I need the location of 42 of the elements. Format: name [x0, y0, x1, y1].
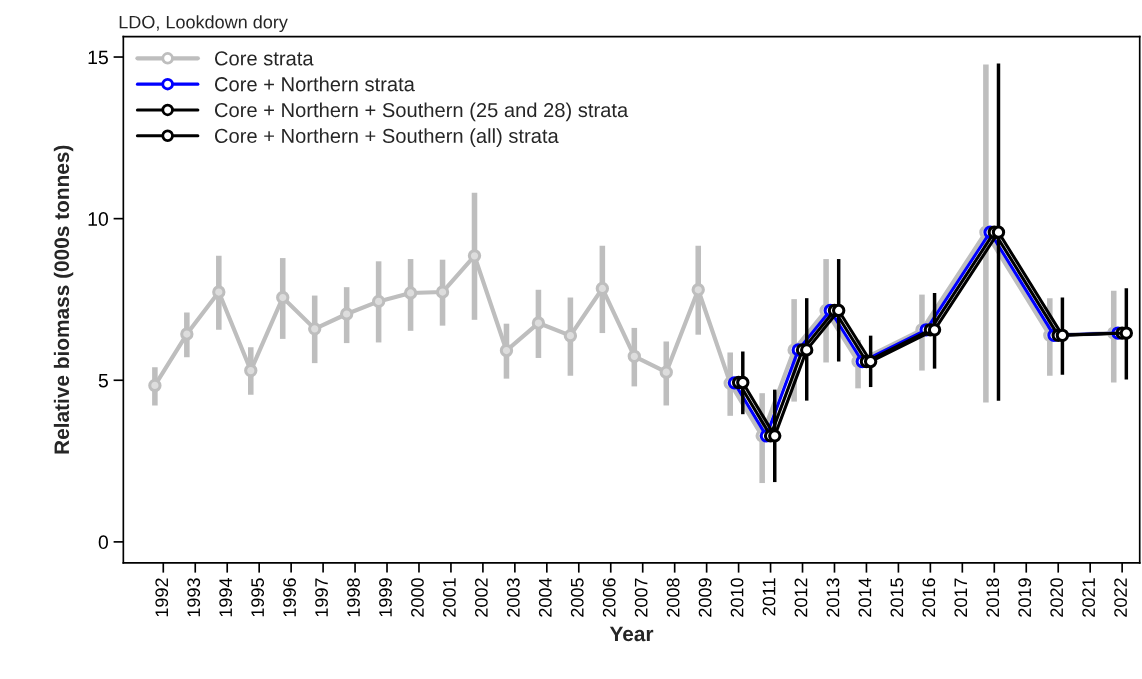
x-tick-label: 2006 [602, 578, 616, 617]
x-tick-label: 2014 [858, 578, 872, 617]
x-axis-title: Year [609, 626, 654, 642]
x-tick-label: 2021 [1082, 578, 1096, 617]
x-tick-label: 1997 [315, 578, 328, 617]
x-tick-label: 2009 [698, 578, 712, 617]
legend-label: Core + Northern + Southern (25 and 28) strata [214, 102, 629, 122]
x-tick-label: 2005 [570, 578, 584, 617]
x-tick-label: 2012 [794, 578, 808, 617]
x-tick-label: 2018 [986, 578, 1000, 617]
x-tick-label: 1992 [155, 578, 169, 617]
y-tick-label: 5 [98, 373, 108, 388]
x-tick-label: 2019 [1018, 578, 1032, 617]
x-tick-label: 1995 [251, 578, 265, 617]
x-tick-label: 2016 [922, 578, 936, 617]
y-axis-title: Relative biomass (000s tonnes) [53, 145, 74, 454]
x-tick-label: 1996 [283, 578, 296, 617]
x-tick-label: 2001 [443, 578, 456, 617]
y-tick-label: 10 [88, 212, 108, 226]
legend-label: Core + Northern strata [214, 76, 415, 92]
x-tick-label: 2004 [538, 578, 552, 617]
x-tick-label: 2003 [506, 578, 520, 617]
x-tick-label: 2000 [411, 578, 424, 617]
x-tick-label: 2010 [730, 578, 744, 617]
x-tick-label: 2017 [954, 578, 968, 617]
y-tick-label: 0 [98, 535, 108, 550]
x-tick-label: 2007 [634, 578, 648, 617]
x-tick-label: 1994 [219, 578, 233, 617]
x-tick-label: 2002 [474, 578, 488, 617]
x-tick-label: 1993 [187, 578, 201, 617]
legend-label: Core + Northern + Southern (all) strata [214, 128, 559, 147]
x-tick-label: 2015 [890, 578, 904, 617]
x-tick-label: 2013 [826, 578, 840, 617]
legend-label: Core strata [214, 51, 314, 66]
y-tick-label: 15 [88, 50, 108, 65]
x-tick-label: 2008 [666, 578, 680, 617]
x-tick-label: 2011 [762, 578, 776, 616]
chart-title: LDO, Lookdown dory [119, 15, 288, 33]
x-tick-label: 2022 [1114, 578, 1127, 617]
x-tick-label: 1998 [347, 578, 360, 617]
x-tick-label: 2020 [1050, 578, 1064, 617]
x-tick-label: 1999 [379, 578, 392, 617]
